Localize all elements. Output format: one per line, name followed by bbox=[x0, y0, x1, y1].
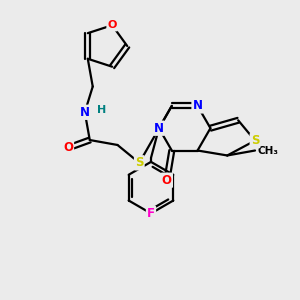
Text: O: O bbox=[107, 20, 117, 30]
Text: S: S bbox=[135, 156, 144, 169]
Text: O: O bbox=[162, 174, 172, 187]
Text: CH₃: CH₃ bbox=[258, 146, 279, 155]
Text: O: O bbox=[63, 142, 73, 154]
Text: N: N bbox=[80, 106, 90, 119]
Text: N: N bbox=[154, 122, 164, 135]
Text: N: N bbox=[193, 99, 202, 112]
Text: S: S bbox=[251, 134, 259, 147]
Text: F: F bbox=[147, 207, 155, 220]
Text: H: H bbox=[97, 105, 106, 115]
